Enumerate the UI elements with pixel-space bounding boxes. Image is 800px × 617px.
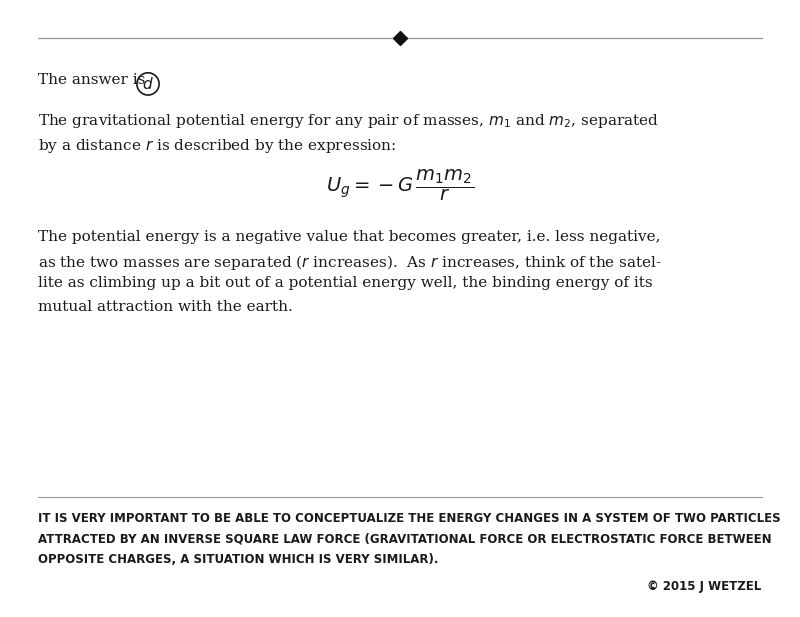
Text: mutual attraction with the earth.: mutual attraction with the earth. <box>38 300 293 314</box>
Text: as the two masses are separated ($r$ increases).  As $r$ increases, think of the: as the two masses are separated ($r$ inc… <box>38 253 662 272</box>
Text: © 2015 J WETZEL: © 2015 J WETZEL <box>647 580 762 593</box>
Text: $d$: $d$ <box>142 76 154 92</box>
Text: OPPOSITE CHARGES, A SITUATION WHICH IS VERY SIMILAR).: OPPOSITE CHARGES, A SITUATION WHICH IS V… <box>38 553 439 566</box>
Text: The gravitational potential energy for any pair of masses, $m_1$ and $m_2$, sepa: The gravitational potential energy for a… <box>38 112 659 130</box>
Text: by a distance $r$ is described by the expression:: by a distance $r$ is described by the ex… <box>38 137 397 155</box>
Text: The answer is: The answer is <box>38 73 150 87</box>
Text: IT IS VERY IMPORTANT TO BE ABLE TO CONCEPTUALIZE THE ENERGY CHANGES IN A SYSTEM : IT IS VERY IMPORTANT TO BE ABLE TO CONCE… <box>38 512 781 525</box>
Text: $U_g = -G\,\dfrac{m_1 m_2}{r}$: $U_g = -G\,\dfrac{m_1 m_2}{r}$ <box>326 167 474 203</box>
Text: ATTRACTED BY AN INVERSE SQUARE LAW FORCE (GRAVITATIONAL FORCE OR ELECTROSTATIC F: ATTRACTED BY AN INVERSE SQUARE LAW FORCE… <box>38 532 772 545</box>
Text: lite as climbing up a bit out of a potential energy well, the binding energy of : lite as climbing up a bit out of a poten… <box>38 276 653 291</box>
Text: The potential energy is a negative value that becomes greater, i.e. less negativ: The potential energy is a negative value… <box>38 230 661 244</box>
